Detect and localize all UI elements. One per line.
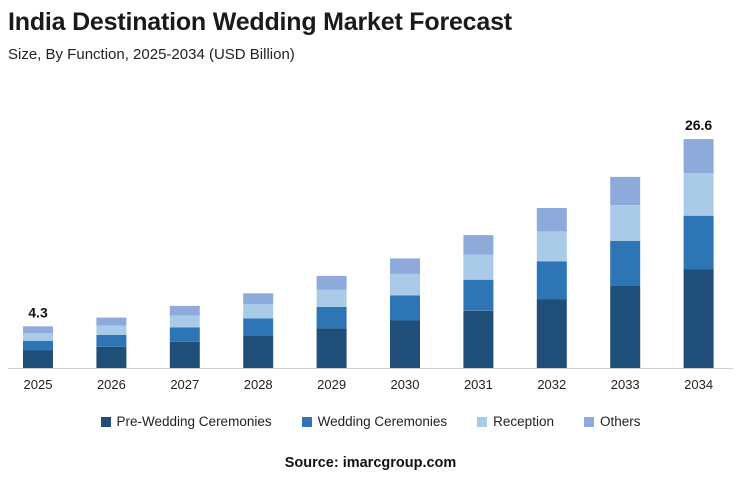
- bar-segment-others-2034: [683, 139, 714, 173]
- legend-item-others: Others: [583, 414, 641, 429]
- bar-segment-reception-2033: [610, 205, 641, 241]
- bar-segment-others-2027: [169, 305, 200, 316]
- x-tick-label-2030: 2030: [391, 377, 420, 392]
- legend-label-pre-wedding: Pre-Wedding Ceremonies: [116, 414, 272, 429]
- source-note: Source: imarcgroup.com: [284, 455, 457, 471]
- bar-segment-reception-2030: [390, 273, 420, 296]
- legend-swatch-reception: [477, 416, 488, 427]
- bar-segment-others-2029: [316, 275, 347, 290]
- x-tick-label-2028: 2028: [244, 377, 273, 392]
- x-tick-label-2025: 2025: [24, 377, 53, 392]
- bar-segment-pre-wedding-2034: [683, 269, 714, 368]
- legend-label-reception: Reception: [493, 414, 554, 429]
- x-tick-label-2029: 2029: [317, 377, 346, 392]
- legend-item-reception: Reception: [477, 414, 554, 429]
- legend-swatch-pre-wedding: [100, 416, 111, 427]
- chart-title: India Destination Wedding Market Forecas…: [8, 8, 512, 36]
- bar-segment-reception-2028: [243, 304, 274, 319]
- x-tick-label-2027: 2027: [170, 377, 199, 392]
- bar-segment-reception-2034: [683, 173, 714, 216]
- bar-segment-wedding-2031: [463, 279, 494, 311]
- bar-segment-pre-wedding-2031: [463, 310, 494, 368]
- bar-segment-pre-wedding-2027: [169, 341, 200, 368]
- legend-label-wedding: Wedding Ceremonies: [317, 414, 448, 429]
- x-tick-label-2032: 2032: [537, 377, 566, 392]
- data-label-2034: 26.6: [685, 117, 712, 133]
- legend-item-pre-wedding: Pre-Wedding Ceremonies: [100, 414, 272, 429]
- bar-segment-wedding-2025: [23, 340, 53, 351]
- bar-segment-others-2026: [96, 317, 127, 326]
- bar-segment-wedding-2030: [390, 295, 420, 321]
- bar-segment-others-2025: [23, 326, 53, 334]
- x-tick-label-2033: 2033: [611, 377, 640, 392]
- bar-segment-reception-2029: [316, 289, 347, 307]
- chart-legend: Pre-Wedding Ceremonies Wedding Ceremonie…: [0, 414, 741, 429]
- legend-swatch-others: [583, 416, 594, 427]
- x-tick-label-2026: 2026: [97, 377, 126, 392]
- bar-segment-reception-2026: [96, 325, 127, 335]
- bar-segment-others-2030: [390, 258, 420, 274]
- bar-segment-wedding-2032: [536, 261, 567, 300]
- x-tick-label-2031: 2031: [464, 377, 493, 392]
- bar-segment-wedding-2028: [243, 318, 274, 336]
- bar-segment-wedding-2027: [169, 327, 200, 342]
- bar-segment-others-2032: [536, 208, 567, 232]
- bar-segment-reception-2025: [23, 333, 53, 341]
- bar-segment-pre-wedding-2030: [390, 320, 420, 368]
- data-label-2025: 4.3: [28, 304, 48, 320]
- bar-segment-wedding-2029: [316, 306, 347, 329]
- bar-segment-reception-2027: [169, 315, 200, 328]
- legend-label-others: Others: [599, 414, 641, 429]
- x-tick-label-2034: 2034: [684, 377, 713, 392]
- bar-segment-pre-wedding-2032: [536, 299, 567, 368]
- bar-segment-wedding-2033: [610, 240, 641, 286]
- legend-item-wedding: Wedding Ceremonies: [301, 414, 448, 429]
- bar-segment-pre-wedding-2025: [23, 350, 53, 368]
- bar-segment-pre-wedding-2029: [316, 328, 347, 368]
- legend-swatch-wedding: [301, 416, 312, 427]
- bar-segment-others-2033: [610, 176, 641, 205]
- bar-segment-reception-2031: [463, 254, 494, 280]
- bar-segment-others-2031: [463, 235, 494, 255]
- stacked-bar-chart: 2025 4.3 2026 2027 2028 2029 2030 2031 2032 2033 2…: [8, 117, 733, 392]
- bar-segment-pre-wedding-2033: [610, 285, 641, 368]
- bar-segment-reception-2032: [536, 231, 567, 262]
- bar-segment-pre-wedding-2028: [243, 336, 274, 368]
- bar-segment-others-2028: [243, 293, 274, 304]
- bar-segment-wedding-2026: [96, 335, 127, 347]
- bar-segment-wedding-2034: [683, 215, 714, 269]
- chart-subtitle: Size, By Function, 2025-2034 (USD Billio…: [8, 46, 295, 63]
- bar-segment-pre-wedding-2026: [96, 346, 127, 368]
